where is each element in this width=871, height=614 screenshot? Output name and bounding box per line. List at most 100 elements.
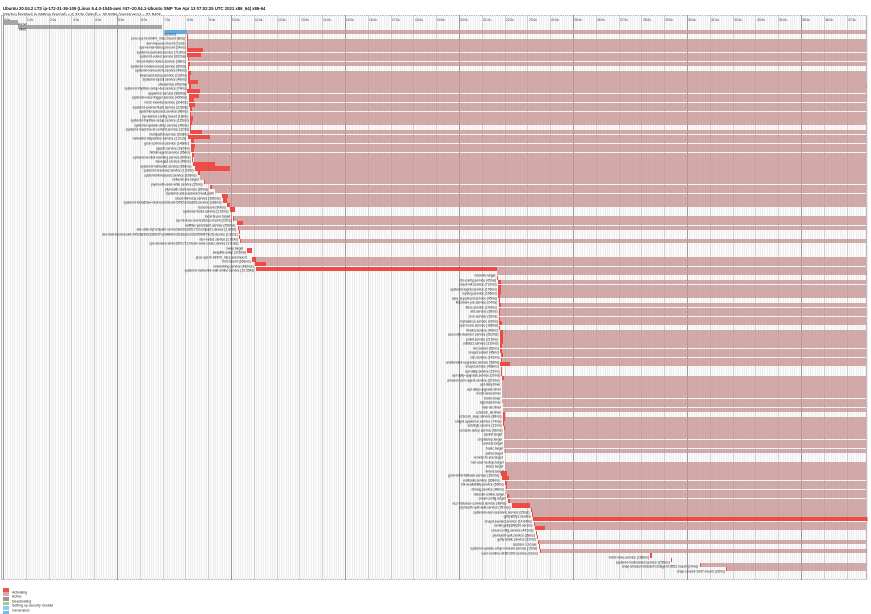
grid-line bbox=[128, 15, 130, 580]
activating-bar bbox=[501, 371, 503, 376]
active-band bbox=[193, 98, 867, 103]
unit-label: serial-getty@ttyS0.service bbox=[494, 524, 533, 528]
grid-line bbox=[27, 15, 29, 580]
axis-tick-label: 17.0s bbox=[391, 18, 400, 22]
unit-label: systemd-hostnamed.service (155ms) bbox=[615, 561, 670, 565]
unit-label: cron.service (35ms) bbox=[468, 315, 498, 319]
grid-line bbox=[173, 15, 175, 580]
grid-line bbox=[198, 15, 200, 580]
activating-bar bbox=[503, 421, 505, 426]
grid-line bbox=[148, 15, 150, 580]
unit-label: man-db.timer bbox=[481, 406, 502, 410]
grid-line bbox=[132, 15, 134, 580]
active-band bbox=[242, 221, 867, 226]
unit-label: swap.target bbox=[226, 246, 244, 251]
grid-line bbox=[176, 15, 178, 580]
grid-line bbox=[495, 15, 497, 580]
grid-line bbox=[401, 15, 403, 580]
grid-line bbox=[308, 15, 310, 580]
grid-line bbox=[415, 15, 417, 580]
grid-line bbox=[9, 15, 11, 580]
grid-line bbox=[310, 15, 312, 580]
activating-bar bbox=[500, 343, 502, 349]
unit-label: systemd-journald.service (712ms) bbox=[136, 51, 186, 55]
unit-label: keyboard-setup.service (132ms) bbox=[139, 73, 187, 78]
unit-label: atd.service (38ms) bbox=[470, 310, 498, 314]
active-band bbox=[508, 475, 867, 481]
grid-line bbox=[433, 15, 435, 580]
grid-line bbox=[64, 15, 66, 580]
unit-label: motd-news.service (185ms) bbox=[608, 556, 650, 560]
grid-line bbox=[205, 15, 207, 580]
unit-label: rsyslog.service (156ms) bbox=[461, 292, 497, 296]
grid-line bbox=[383, 15, 385, 580]
grid-line bbox=[463, 15, 465, 580]
unit-label: snapd.seeded.service (14.649s) bbox=[484, 520, 532, 524]
grid-line bbox=[417, 15, 419, 580]
grid-line bbox=[116, 15, 118, 580]
legend-label: Activating bbox=[12, 590, 28, 595]
active-band bbox=[509, 362, 867, 367]
grid-line bbox=[422, 15, 424, 580]
legend-swatch bbox=[3, 601, 9, 606]
unit-label: sys-fs-fuse-connections.mount (22ms) bbox=[176, 219, 232, 223]
axis-tick-label: 37.0s bbox=[847, 18, 856, 22]
active-band bbox=[504, 444, 867, 449]
active-band bbox=[499, 312, 867, 317]
grid-line bbox=[226, 15, 228, 580]
grid-line bbox=[322, 15, 324, 580]
axis-tick-label: 21.0s bbox=[482, 18, 491, 22]
axis-tick-label: 27.0s bbox=[619, 18, 628, 22]
unit-label: logrotate.timer bbox=[480, 401, 502, 406]
activating-bar bbox=[501, 471, 507, 476]
unit-label: pollinate.service (308ms) bbox=[463, 479, 501, 483]
unit-label: ec2-instance-connect.service (98ms) bbox=[452, 501, 507, 506]
unit-label: apport.service (182ms) bbox=[155, 146, 190, 151]
grid-line bbox=[474, 15, 476, 580]
unit-label: dev-mqueue.mount (11ms) bbox=[146, 42, 186, 46]
active-band bbox=[505, 489, 867, 494]
active-band bbox=[189, 57, 867, 62]
active-band bbox=[193, 148, 867, 153]
grid-line bbox=[388, 15, 390, 580]
unit-label: finalrd.service (40ms) bbox=[466, 328, 499, 333]
activating-bar bbox=[500, 357, 503, 362]
generators-bar bbox=[162, 29, 165, 34]
activating-bar bbox=[189, 107, 192, 112]
active-band bbox=[531, 507, 867, 513]
axis-tick-label: 15.0s bbox=[346, 18, 354, 22]
activating-bar bbox=[507, 498, 510, 503]
legend-label: Deactivating bbox=[12, 599, 32, 604]
activating-bar bbox=[499, 312, 500, 317]
legend-swatch bbox=[3, 597, 9, 601]
axis-tick-label: 13.0s bbox=[300, 18, 309, 22]
axis-tick-label: 3.0s bbox=[72, 18, 79, 22]
active-band bbox=[540, 548, 867, 554]
grid-line bbox=[465, 15, 467, 580]
grid-line bbox=[112, 15, 114, 580]
grid-line bbox=[228, 15, 230, 580]
active-band bbox=[502, 334, 867, 340]
grid-line bbox=[137, 15, 139, 580]
grid-line bbox=[265, 15, 267, 580]
unit-label: networkd-dispatcher.service (1.012s) bbox=[132, 137, 187, 141]
axis-tick-label: 14.0s bbox=[323, 18, 332, 22]
active-band bbox=[214, 161, 867, 167]
grid-line bbox=[281, 15, 283, 580]
unit-label: systemd-networkd-wait-online.service (10… bbox=[184, 269, 255, 274]
grid-line bbox=[164, 15, 166, 580]
grid-line bbox=[144, 15, 146, 580]
grid-line bbox=[429, 15, 431, 580]
grid-line bbox=[319, 15, 321, 580]
active-band bbox=[229, 202, 867, 208]
grid-line bbox=[472, 15, 474, 580]
activating-bar bbox=[186, 34, 188, 39]
grid-line bbox=[169, 15, 171, 580]
active-band bbox=[502, 357, 867, 362]
unit-label: snap-core18-1997.mount (22ms) bbox=[676, 570, 725, 574]
active-band bbox=[197, 79, 867, 85]
active-band bbox=[188, 43, 867, 48]
grid-line bbox=[135, 15, 137, 580]
unit-label: snapd.socket (45ms) bbox=[468, 351, 499, 355]
grid-line bbox=[326, 15, 328, 580]
